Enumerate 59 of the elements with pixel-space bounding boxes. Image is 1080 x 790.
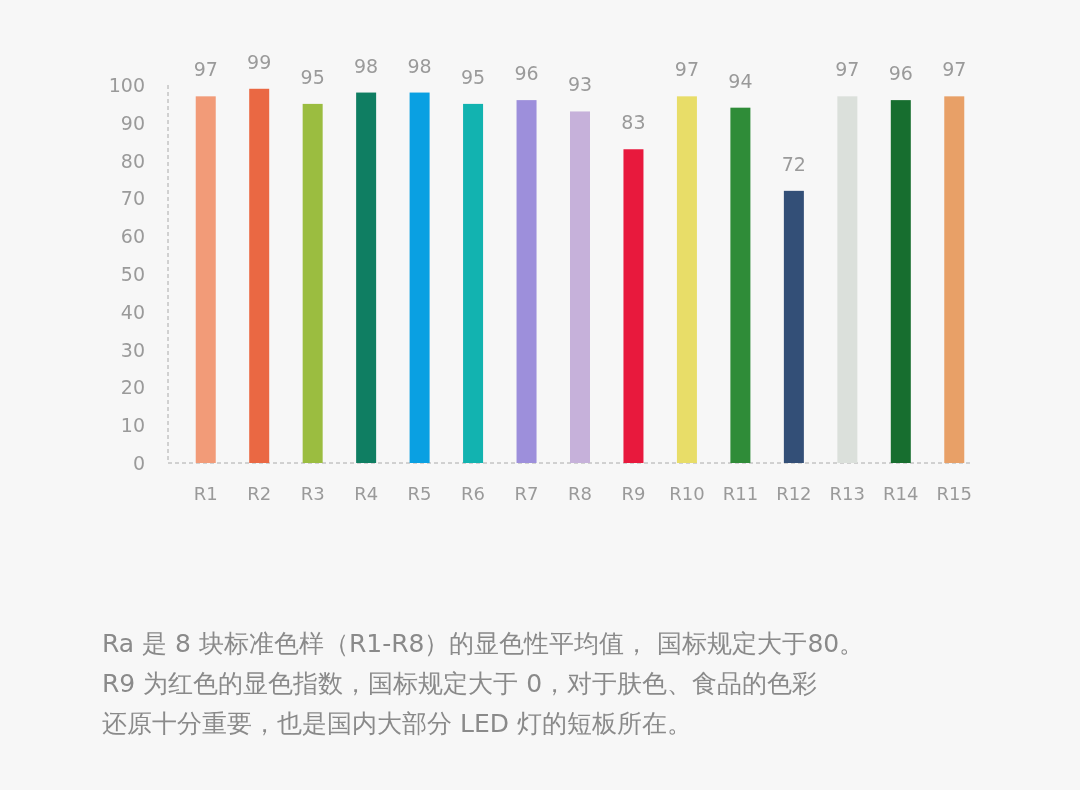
x-tick-label: R7 — [514, 483, 539, 504]
x-tick-label: R12 — [776, 483, 812, 504]
y-tick-label: 0 — [132, 452, 145, 474]
x-tick-label: R8 — [568, 483, 592, 504]
y-tick-label: 10 — [120, 414, 145, 437]
y-tick-label: 90 — [120, 111, 145, 134]
bar — [356, 92, 377, 463]
x-tick-label: R5 — [407, 483, 432, 504]
y-tick-label: 60 — [120, 225, 145, 248]
text: 还原十分重要，也是国内大部分 LED 灯的短板所在。 — [102, 709, 692, 738]
x-tick-label: R10 — [669, 483, 705, 504]
y-tick-label: 30 — [120, 338, 145, 361]
data-label: 97 — [674, 58, 700, 81]
data-label: 83 — [621, 111, 646, 134]
data-label: 93 — [567, 73, 593, 96]
x-tick-label: R15 — [936, 483, 972, 504]
y-tick-label: 40 — [120, 300, 145, 323]
x-tick-label: R6 — [461, 483, 486, 504]
bar — [783, 190, 804, 463]
y-tick-label: 20 — [120, 376, 145, 399]
data-label: 97 — [942, 58, 967, 81]
bar — [623, 149, 644, 463]
bar — [730, 107, 751, 463]
data-label: 95 — [460, 65, 486, 88]
data-label: 72 — [781, 152, 806, 175]
y-tick-label: 80 — [120, 149, 145, 172]
data-label: 96 — [888, 62, 913, 85]
text: Ra 是 8 块标准色样（R1-R8）的显色性平均值， 国标规定大于80。 — [102, 629, 865, 658]
data-label: 97 — [835, 58, 860, 81]
text: R9 为红色的显色指数，国标规定大于 0，对于肤色、食品的色彩 — [102, 669, 818, 698]
bar — [944, 96, 965, 463]
x-tick-label: R2 — [247, 483, 272, 504]
x-tick-label: R9 — [621, 483, 646, 504]
x-tick-label: R4 — [354, 483, 379, 504]
bar — [409, 92, 430, 463]
bar — [837, 96, 858, 463]
data-label: 96 — [514, 62, 539, 85]
bar — [463, 103, 484, 463]
x-tick-label: R13 — [829, 483, 866, 504]
bar — [570, 111, 590, 463]
x-tick-label: R14 — [883, 483, 919, 504]
y-tick-label: 100 — [108, 74, 145, 96]
y-tick-label: 50 — [120, 263, 145, 285]
x-tick-label: R1 — [193, 483, 218, 504]
bar — [516, 100, 537, 463]
data-label: 95 — [300, 65, 325, 88]
bar — [302, 103, 323, 463]
data-label: 99 — [247, 50, 272, 73]
x-tick-label: R3 — [300, 483, 325, 504]
bar — [249, 88, 270, 463]
data-label: 98 — [354, 54, 379, 77]
data-label: 94 — [728, 69, 753, 92]
bar — [676, 96, 697, 463]
x-tick-label: R11 — [722, 483, 759, 504]
bar — [890, 100, 911, 463]
data-label: 97 — [193, 58, 218, 81]
y-tick-label: 70 — [120, 187, 145, 210]
bar — [195, 96, 216, 463]
data-label: 98 — [407, 54, 432, 77]
